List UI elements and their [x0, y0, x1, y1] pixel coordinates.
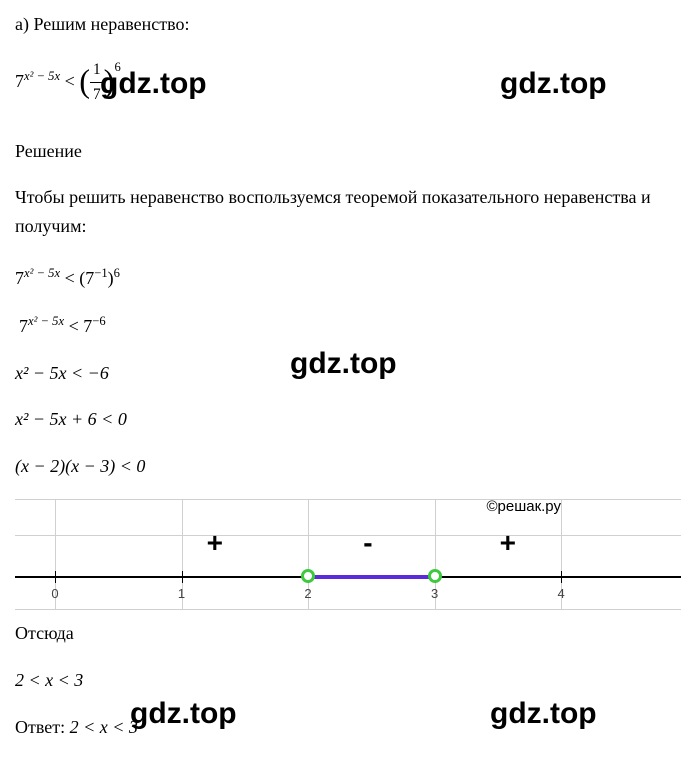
number-line-diagram: ©решак.ру 01234+-+: [15, 499, 681, 609]
sign-label: -: [363, 521, 372, 566]
tick-mark: [182, 571, 183, 583]
grid-line-horizontal: [15, 535, 681, 536]
interval-segment: [308, 575, 435, 579]
tick-mark: [561, 571, 562, 583]
tick-label: 1: [178, 584, 185, 605]
original-inequality: 7x² − 5x < (17)6: [15, 57, 681, 109]
power-6: 6: [114, 60, 120, 74]
tick-label: 0: [51, 584, 58, 605]
less-than: <: [65, 71, 75, 91]
exponent-expr: x² − 5x: [24, 69, 60, 83]
step-2: 7x² − 5x < 7−6: [15, 311, 681, 341]
tick-mark: [55, 571, 56, 583]
step-5: (x − 2)(x − 3) < 0: [15, 452, 681, 481]
answer-label: Ответ:: [15, 717, 70, 737]
sign-label: +: [207, 521, 223, 566]
step-1: 7x² − 5x < (7−1)6: [15, 263, 681, 293]
frac-num: 1: [90, 58, 104, 83]
frac-den: 7: [90, 83, 104, 107]
base-7: 7: [15, 71, 24, 91]
result-interval: 2 < x < 3: [15, 666, 681, 695]
sign-label: +: [500, 521, 516, 566]
otsyuda-label: Отсюда: [15, 619, 681, 648]
solution-header: Решение: [15, 137, 681, 166]
step-3: x² − 5x < −6: [15, 359, 681, 388]
step-4: x² − 5x + 6 < 0: [15, 405, 681, 434]
answer-value: 2 < x < 3: [70, 717, 138, 737]
problem-label: а) Решим неравенство:: [15, 10, 681, 39]
tick-label: 4: [557, 584, 564, 605]
open-point: [301, 569, 315, 583]
grid-line-horizontal: [15, 499, 681, 500]
tick-label: 2: [304, 584, 311, 605]
grid-line-horizontal: [15, 609, 681, 610]
explanation-text: Чтобы решить неравенство воспользуемся т…: [15, 183, 681, 241]
tick-label: 3: [431, 584, 438, 605]
open-point: [428, 569, 442, 583]
answer-line: Ответ: 2 < x < 3: [15, 713, 681, 742]
